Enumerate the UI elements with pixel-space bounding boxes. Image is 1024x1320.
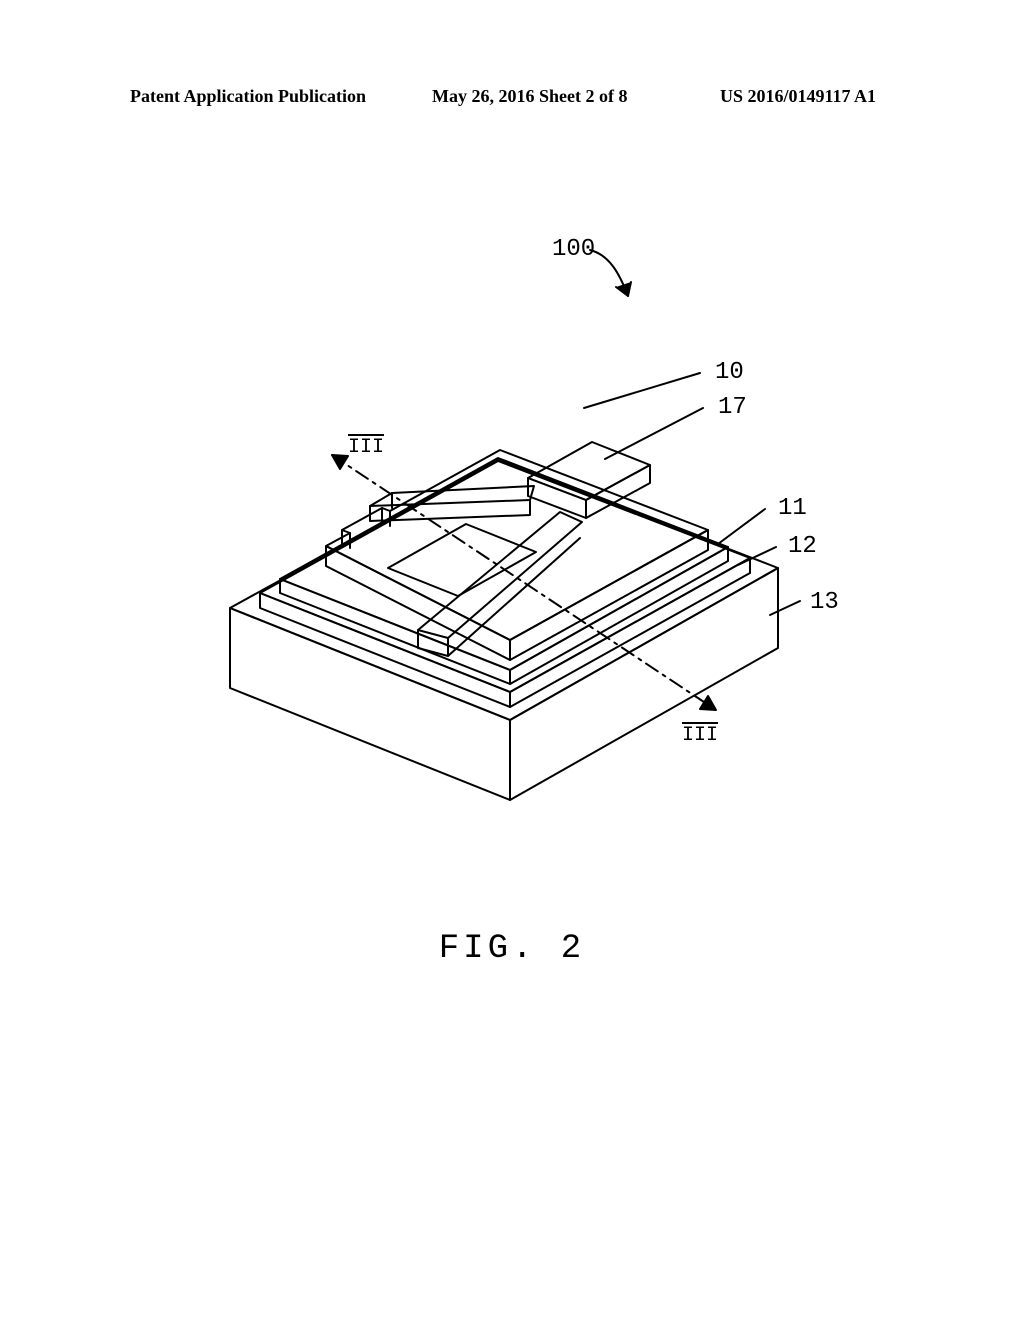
- figure-caption: FIG. 2: [0, 930, 1024, 968]
- feature-17: [370, 442, 650, 656]
- section-mark-bottom: III: [682, 724, 718, 747]
- callout-10: 10: [715, 359, 744, 386]
- ref-100-arrow: [590, 250, 631, 296]
- header-center: May 26, 2016 Sheet 2 of 8: [432, 86, 627, 107]
- callout-12: 12: [788, 533, 817, 560]
- callout-11: 11: [778, 495, 807, 522]
- section-mark-top: III: [348, 436, 384, 459]
- callout-17: 17: [718, 394, 747, 421]
- header-right: US 2016/0149117 A1: [720, 86, 876, 107]
- layer-12: [260, 461, 750, 707]
- patent-figure: 100: [160, 230, 860, 870]
- callout-13: 13: [810, 589, 839, 616]
- page: Patent Application Publication May 26, 2…: [0, 0, 1024, 1320]
- ref-100-label: 100: [552, 236, 595, 263]
- header-left: Patent Application Publication: [130, 86, 366, 107]
- layer-13: [230, 460, 778, 800]
